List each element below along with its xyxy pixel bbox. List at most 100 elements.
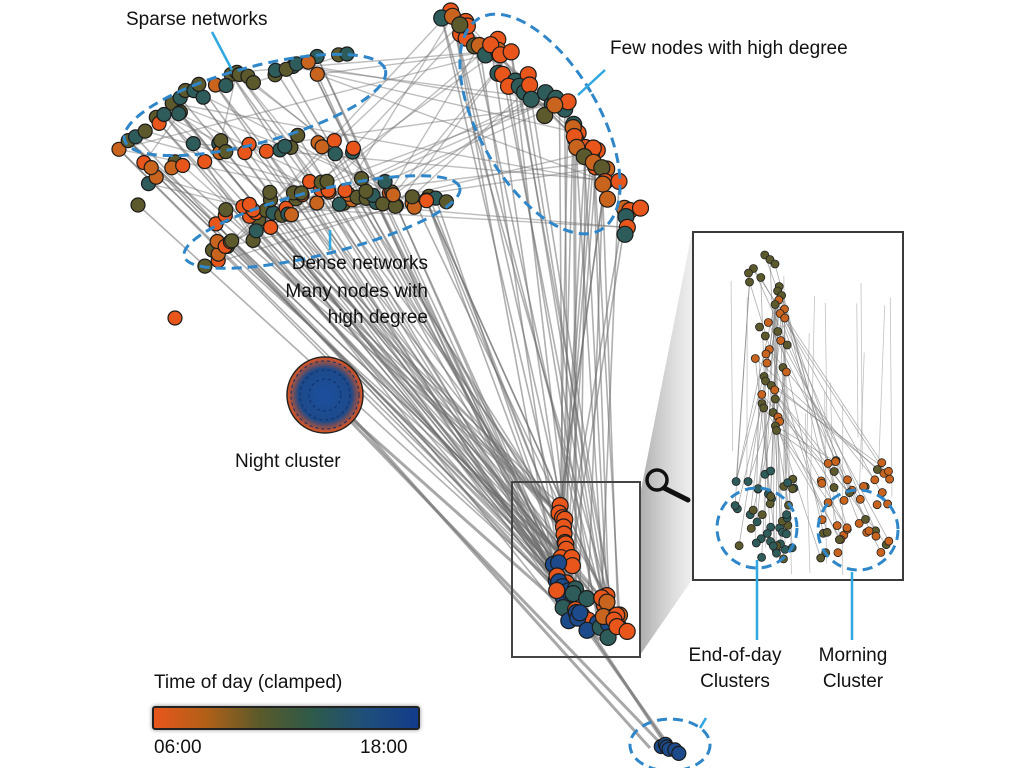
inset-node — [771, 395, 779, 403]
graph-node — [260, 144, 274, 158]
graph-node — [503, 44, 519, 60]
inset-node — [773, 549, 781, 557]
legend-color-bar — [152, 706, 420, 730]
graph-node — [219, 145, 233, 159]
graph-node — [672, 746, 686, 760]
graph-node — [198, 155, 212, 169]
inset-node — [760, 404, 768, 412]
graph-node — [547, 97, 563, 113]
inset-node — [832, 458, 840, 466]
graph-node — [594, 160, 610, 176]
graph-node — [246, 76, 260, 90]
inset-node — [764, 319, 772, 327]
graph-node — [523, 91, 539, 107]
inset-node — [830, 484, 838, 492]
graph-node — [572, 605, 588, 621]
graph-node — [633, 200, 649, 216]
inset-node — [762, 350, 770, 358]
inset-node — [758, 553, 766, 561]
graph-node — [196, 90, 210, 104]
label-end-of-day: End-of-day — [670, 644, 800, 668]
inset-node — [824, 459, 832, 467]
inset-node — [746, 278, 754, 286]
inset-node — [871, 476, 879, 484]
inset-node — [751, 355, 759, 363]
graph-node — [263, 185, 277, 199]
graph-node — [310, 196, 324, 210]
graph-node — [172, 107, 186, 121]
inset-node — [753, 518, 761, 526]
inset-node — [885, 467, 893, 475]
inset-node — [818, 479, 826, 487]
graph-node — [346, 141, 360, 155]
inset-node — [840, 496, 848, 504]
label-clusters: Clusters — [670, 670, 800, 694]
inset-node — [862, 515, 870, 523]
inset-node — [865, 527, 873, 535]
label-high-degree: high degree — [240, 306, 428, 330]
label-sparse-networks: Sparse networks — [126, 8, 268, 32]
legend-max-label: 18:00 — [360, 737, 408, 759]
graph-node — [176, 159, 190, 173]
inset-node — [752, 539, 760, 547]
inset-node — [732, 478, 740, 486]
zoom-inset — [693, 232, 903, 580]
graph-node — [168, 311, 182, 325]
inset-node — [835, 536, 843, 544]
graph-node — [219, 79, 233, 93]
inset-node — [763, 359, 771, 367]
inset-node — [757, 274, 765, 282]
inset-node — [767, 467, 775, 475]
graph-node — [328, 147, 342, 161]
inset-node — [781, 314, 789, 322]
label-morning: Morning — [800, 644, 906, 668]
label-many-nodes: Many nodes with — [240, 280, 428, 304]
graph-node — [278, 139, 292, 153]
graph-node — [564, 558, 580, 574]
inset-node — [767, 493, 775, 501]
inset-node — [747, 524, 755, 532]
graph-node — [138, 124, 152, 138]
pointer-bottom — [700, 718, 706, 728]
graph-node — [619, 623, 635, 639]
label-dense-networks: Dense networks — [240, 252, 428, 276]
inset-node — [774, 328, 782, 336]
graph-node — [386, 188, 400, 202]
label-night-cluster: Night cluster — [235, 450, 341, 474]
inset-node — [782, 530, 790, 538]
inset-node — [783, 341, 791, 349]
graph-node — [291, 128, 305, 142]
inset-node — [885, 537, 893, 545]
legend-min-label: 06:00 — [154, 737, 202, 759]
graph-node — [249, 224, 263, 238]
inset-node — [758, 391, 766, 399]
inset-node — [771, 386, 779, 394]
graph-node — [219, 203, 233, 217]
inset-node — [789, 485, 797, 493]
inset-node — [877, 548, 885, 556]
inset-node — [766, 500, 774, 508]
inset-node — [744, 478, 752, 486]
inset-node — [745, 269, 753, 277]
inset-node — [856, 495, 864, 503]
inset-node — [833, 522, 841, 530]
inset-node — [873, 501, 881, 509]
pointer-sparse — [212, 32, 232, 70]
inset-node — [823, 528, 831, 536]
inset-node — [763, 530, 771, 538]
graph-node — [186, 137, 200, 151]
inset-node — [782, 368, 790, 376]
inset-node — [843, 524, 851, 532]
label-cluster: Cluster — [800, 670, 906, 694]
graph-node — [522, 77, 538, 93]
graph-edge — [194, 91, 566, 597]
graph-node — [452, 17, 468, 33]
inset-node — [769, 542, 777, 550]
graph-node — [617, 226, 633, 242]
graph-node — [131, 198, 145, 212]
inset-node — [731, 502, 739, 510]
graph-node — [327, 134, 341, 148]
legend-title: Time of day (clamped) — [154, 672, 342, 694]
graph-node — [225, 234, 239, 248]
